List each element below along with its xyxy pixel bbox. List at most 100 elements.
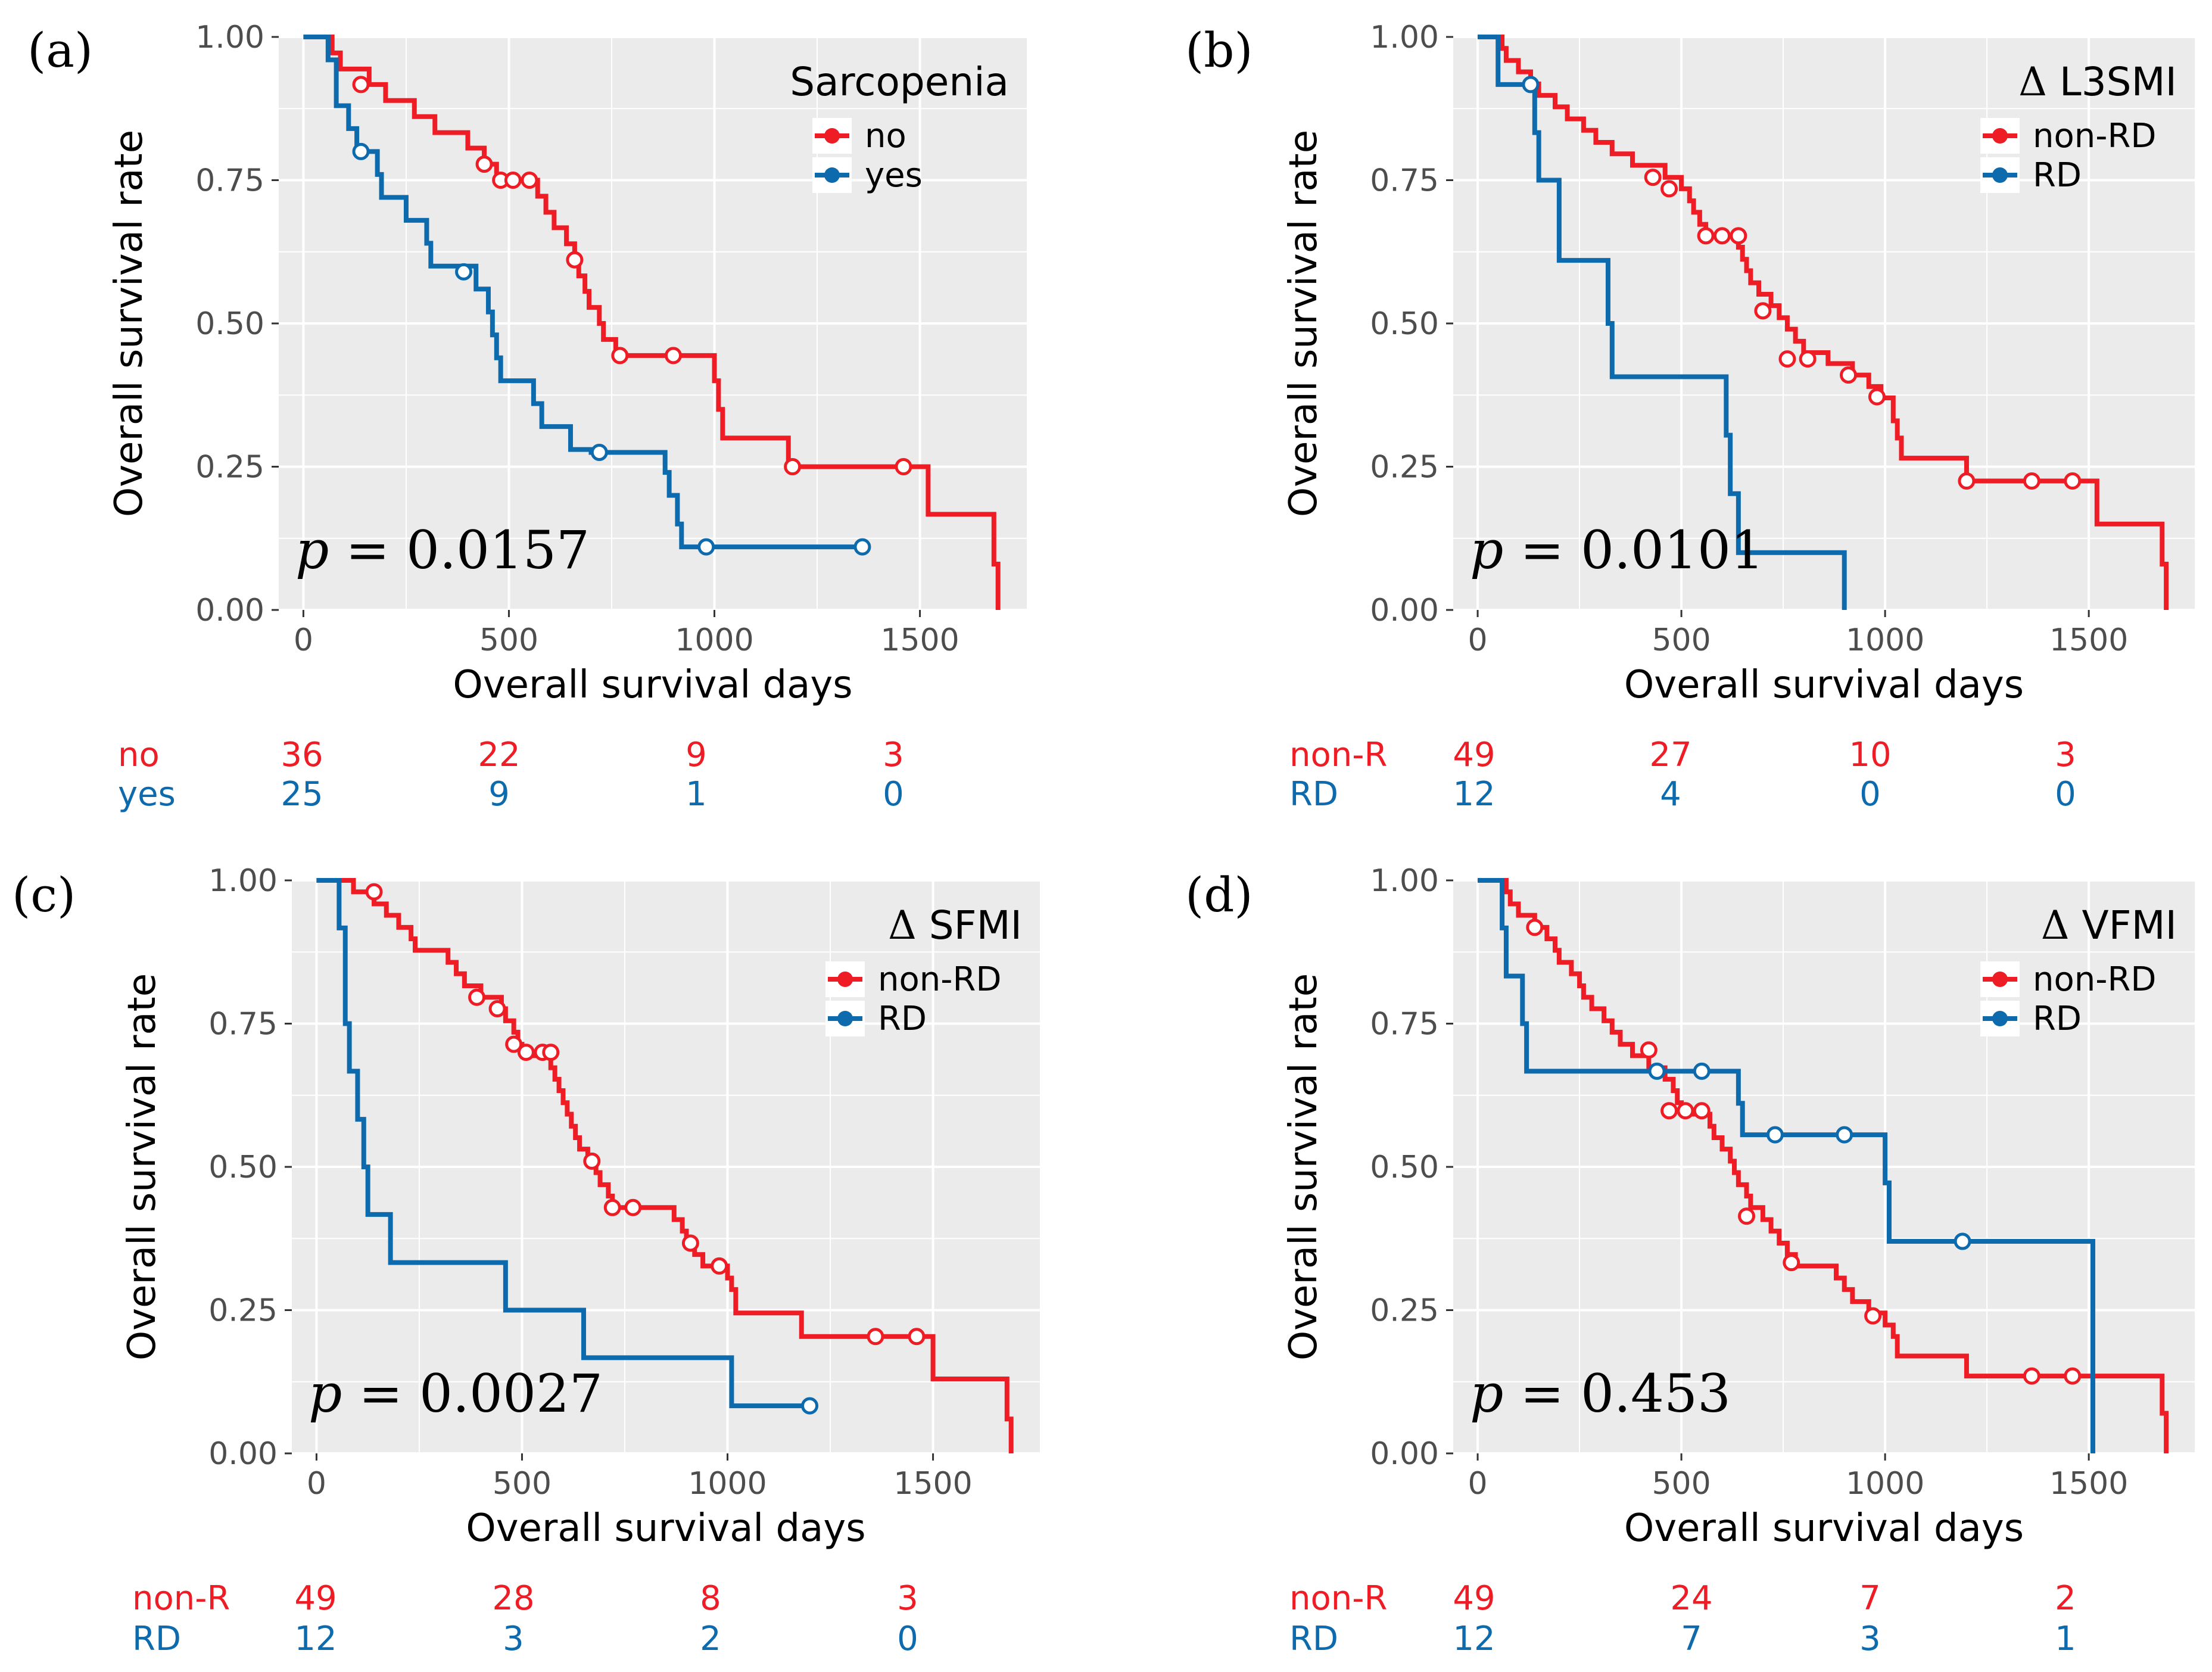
- x-tick-label: 1000: [675, 622, 753, 658]
- risk-table-value: 3: [503, 1620, 524, 1658]
- legend-key-dot: [837, 972, 853, 987]
- y-tick-label: 0.75: [1370, 163, 1439, 199]
- risk-table-value: 49: [294, 1579, 337, 1618]
- panel-label: (b): [1185, 23, 1253, 78]
- delta-symbol: Δ: [2018, 59, 2060, 105]
- y-tick-label: 1.00: [1370, 863, 1439, 899]
- risk-table-row-label: non-R: [132, 1579, 230, 1618]
- x-tick-label: 1000: [1846, 622, 1924, 658]
- censor-mark: [475, 155, 493, 173]
- y-tick-label: 0.75: [1370, 1007, 1439, 1042]
- risk-table-value: 1: [2055, 1620, 2076, 1658]
- censor-mark: [624, 1198, 642, 1216]
- p-value: p = 0.0101: [1470, 519, 1764, 581]
- censor-mark: [1783, 1254, 1800, 1272]
- legend-entry-label: non-RD: [878, 960, 1001, 999]
- censor-mark: [681, 1234, 699, 1252]
- censor-mark: [1660, 1102, 1678, 1120]
- risk-table-row-label: RD: [1289, 775, 1338, 814]
- panel-1: 0 500 1000 1500 0.00 0.25 0.50 0.75 1.00 Overall …: [27, 20, 1027, 814]
- p-value-text: = 0.453: [1503, 1363, 1731, 1424]
- p-symbol: p: [1470, 519, 1503, 581]
- censor-mark: [583, 1152, 601, 1170]
- risk-table-value: 1: [686, 775, 707, 814]
- censor-mark: [611, 347, 629, 365]
- risk-table-value: 3: [2055, 736, 2076, 774]
- legend-entry-label: yes: [865, 156, 923, 195]
- censor-mark: [1799, 350, 1817, 368]
- panel-label: (d): [1185, 867, 1253, 923]
- risk-table-row-label: non-R: [1289, 1579, 1387, 1618]
- censor-mark: [895, 458, 912, 475]
- y-tick-label: 1.00: [1370, 20, 1439, 55]
- x-tick-label: 500: [479, 622, 538, 658]
- legend-key-dot: [837, 1011, 853, 1026]
- legend-entry-label: non-RD: [2033, 960, 2156, 999]
- y-tick-label: 0.75: [208, 1007, 278, 1042]
- censor-mark: [1778, 350, 1796, 368]
- legend-key-dot: [1992, 128, 2008, 144]
- legend-title: Δ L3SMI: [2018, 59, 2177, 105]
- y-tick-label: 0.00: [1370, 593, 1439, 628]
- p-symbol: p: [309, 1363, 342, 1424]
- censor-mark: [711, 1257, 728, 1275]
- censor-mark: [352, 142, 370, 160]
- censor-mark: [1868, 388, 1886, 406]
- y-tick-label: 0.50: [1370, 306, 1439, 342]
- legend-title: Δ VFMI: [2041, 902, 2177, 948]
- censor-mark: [1677, 1102, 1694, 1120]
- x-axis-title: Overall survival days: [453, 663, 852, 707]
- risk-table-row-label: yes: [118, 775, 176, 814]
- censor-mark: [1693, 1102, 1711, 1120]
- panel-4: 0 500 1000 1500 0.00 0.25 0.50 0.75 1.00 Overall …: [1185, 863, 2195, 1658]
- survival-curve-non-RD: [1478, 878, 2169, 1453]
- x-axis-title: Overall survival days: [466, 1506, 865, 1550]
- risk-table-value: 36: [281, 736, 323, 774]
- censor-mark: [590, 443, 608, 461]
- x-tick-label: 0: [1468, 1466, 1487, 1502]
- censor-mark: [801, 1397, 819, 1415]
- x-tick-label: 500: [1652, 622, 1711, 658]
- legend-entry-label: RD: [2033, 156, 2082, 195]
- y-tick-label: 1.00: [195, 20, 264, 55]
- x-tick-label: 0: [1468, 622, 1487, 658]
- censor-mark: [908, 1328, 926, 1346]
- censor-mark: [365, 883, 383, 901]
- censor-mark: [2023, 472, 2040, 490]
- censor-mark: [1660, 180, 1678, 198]
- y-axis-title: Overall survival rate: [1282, 973, 1326, 1360]
- p-value: p = 0.0157: [295, 519, 590, 581]
- risk-table-value: 7: [1681, 1620, 1702, 1658]
- survival-curve-yes: [303, 35, 862, 550]
- censor-mark: [1840, 366, 1858, 384]
- censor-mark: [517, 1044, 535, 1061]
- legend-title-text: SFMI: [929, 902, 1022, 948]
- censor-mark: [504, 172, 522, 189]
- censor-mark: [1697, 227, 1715, 245]
- legend-key-dot: [1992, 972, 2008, 987]
- censor-mark: [468, 988, 486, 1006]
- panel-label: (c): [12, 867, 76, 923]
- legend-key-dot: [824, 167, 840, 183]
- censor-mark: [455, 263, 473, 281]
- risk-table-value: 0: [2055, 775, 2076, 814]
- censor-mark: [566, 251, 584, 269]
- y-axis-title: Overall survival rate: [120, 973, 164, 1360]
- legend-entry-label: RD: [2033, 1000, 2082, 1038]
- censor-mark: [1954, 1232, 1971, 1250]
- censor-mark: [1730, 227, 1747, 245]
- legend-entry-label: non-RD: [2033, 117, 2156, 155]
- censor-mark: [1640, 1041, 1658, 1059]
- censor-mark: [352, 76, 370, 94]
- risk-table-value: 3: [897, 1579, 918, 1618]
- risk-table-row-label: RD: [1289, 1620, 1338, 1658]
- risk-table-value: 12: [1453, 775, 1495, 814]
- y-tick-label: 1.00: [208, 863, 278, 899]
- risk-table-value: 0: [1859, 775, 1881, 814]
- p-value: p = 0.453: [1470, 1363, 1731, 1424]
- censor-mark: [867, 1328, 884, 1346]
- risk-table-value: 12: [1453, 1620, 1495, 1658]
- x-axis-title: Overall survival days: [1624, 663, 2024, 707]
- censor-mark: [1644, 169, 1662, 186]
